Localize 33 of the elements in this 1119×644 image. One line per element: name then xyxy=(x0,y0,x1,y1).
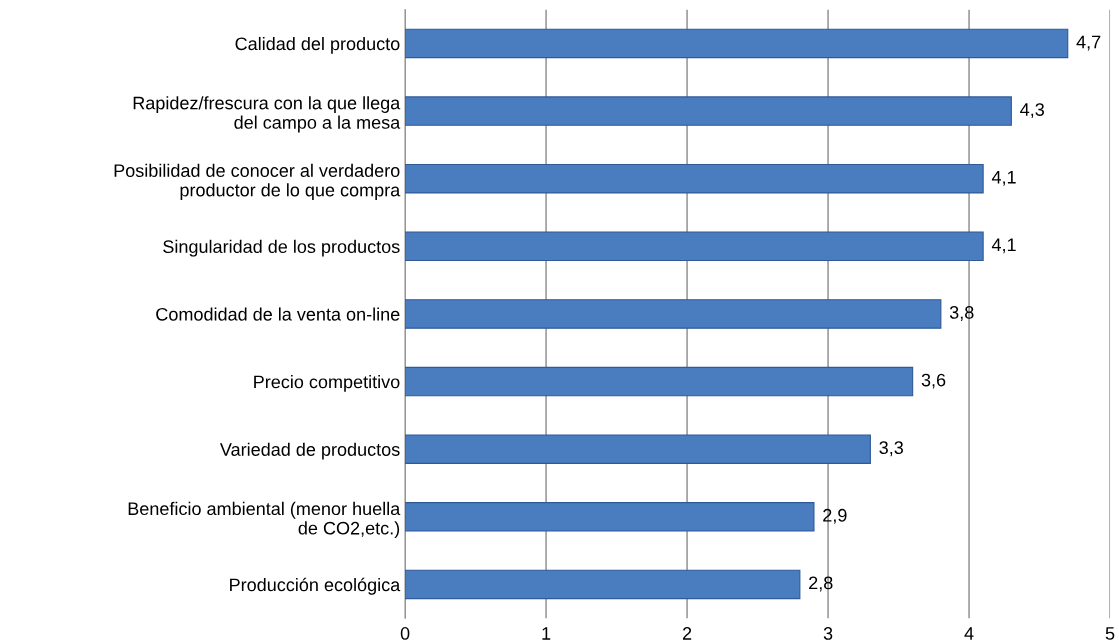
x-tick-label: 0 xyxy=(400,627,410,640)
x-tick-label: 2 xyxy=(682,627,692,640)
data-label: 2,9 xyxy=(823,508,847,524)
x-tick-label: 4 xyxy=(964,627,974,640)
bar xyxy=(405,163,984,194)
bar xyxy=(405,231,984,262)
data-label: 2,8 xyxy=(809,576,833,592)
bar xyxy=(405,434,871,464)
data-label: 4,1 xyxy=(991,238,1016,254)
data-label: 4,1 xyxy=(991,170,1016,186)
x-tick-label: 1 xyxy=(542,627,551,640)
bar xyxy=(405,502,815,532)
y-tick-label: Variedad de productos xyxy=(219,442,400,460)
y-tick-label: Beneficio ambiental (menor huella de CO2,etc.) xyxy=(128,501,401,539)
data-label: 4,3 xyxy=(1020,103,1044,119)
data-label: 4,7 xyxy=(1076,35,1101,51)
y-tick-label: Calidad del producto xyxy=(235,36,400,54)
data-label: 3,8 xyxy=(949,306,974,321)
bar xyxy=(405,366,914,397)
y-tick-label: Posibilidad de conocer al verdadero productor de lo que compra xyxy=(114,163,401,201)
x-tick-label: 5 xyxy=(1105,627,1115,640)
bar xyxy=(405,299,942,329)
y-tick-label: Comodidad de la venta on-line xyxy=(156,307,400,321)
y-tick-label: Singularidad de los productos xyxy=(163,239,400,257)
y-tick-label: Precio competitivo xyxy=(254,375,400,392)
x-tick-label: 3 xyxy=(823,627,833,640)
data-label: 3,6 xyxy=(921,373,946,389)
bar xyxy=(405,569,801,600)
bar xyxy=(405,96,1012,126)
y-tick-label: Rapidez/frescura con la que llega del campo a la mesa xyxy=(133,96,401,133)
y-tick-label: Producción ecológica xyxy=(230,577,401,595)
data-label: 3,3 xyxy=(879,441,903,457)
bar xyxy=(405,28,1069,59)
